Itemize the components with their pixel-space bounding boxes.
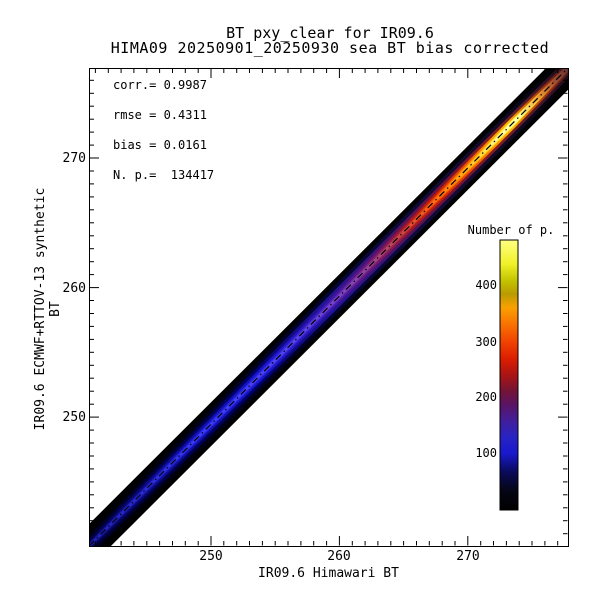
- identity-line: [89, 68, 568, 546]
- x-axis-title: IR09.6 Himawari BT: [258, 566, 399, 581]
- chart-title: BT pxy_clear for IR09.6: [226, 24, 434, 42]
- axis-ticks: [89, 68, 568, 546]
- y-tick-label-250: 250: [62, 410, 86, 425]
- chart-subtitle: HIMA09 20250901_20250930 sea BT bias cor…: [110, 39, 550, 57]
- y-tick-label-270: 270: [62, 151, 86, 166]
- stat-corr: corr.= 0.9987: [113, 78, 207, 92]
- colorbar-title: Number of p.: [467, 223, 555, 237]
- x-tick-label-260: 260: [327, 549, 351, 564]
- y-tick-label-260: 260: [62, 281, 86, 296]
- stat-bias: bias = 0.0161: [113, 138, 207, 152]
- stat-rmse: rmse = 0.4311: [113, 108, 207, 122]
- stat-npoints: N. p.= 134417: [113, 168, 215, 182]
- colorbar-label-300: 300: [475, 335, 497, 349]
- colorbar-label-100: 100: [475, 446, 497, 460]
- x-tick-label-270: 270: [456, 549, 480, 564]
- colorbar-label-400: 400: [475, 278, 497, 292]
- stats-block: corr.= 0.9987 rmse = 0.4311 bias = 0.016…: [113, 78, 214, 198]
- colorbar-gradient: [499, 239, 519, 511]
- plot-border: [89, 68, 569, 547]
- colorbar-label-200: 200: [475, 390, 497, 404]
- x-tick-label-250: 250: [199, 549, 223, 564]
- y-axis-title: IR09.6 ECMWF+RTTOV-13 synthetic BT: [33, 187, 63, 431]
